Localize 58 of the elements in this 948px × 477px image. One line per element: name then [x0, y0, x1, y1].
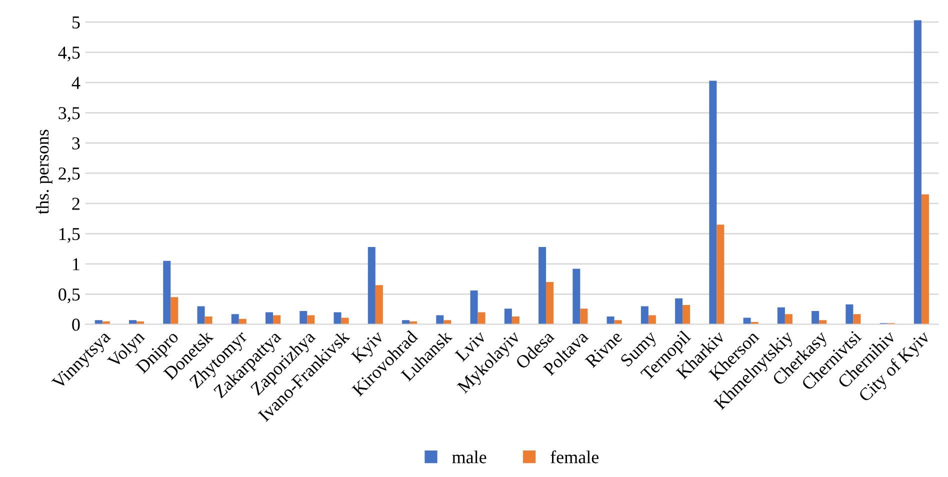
bar: [512, 316, 520, 324]
bar: [238, 318, 246, 324]
y-tick-label: 4: [72, 76, 80, 89]
bar: [478, 312, 486, 324]
bar: [204, 316, 212, 324]
bar: [368, 246, 376, 324]
bar: [812, 311, 820, 324]
bar: [743, 318, 751, 324]
bar: [444, 320, 452, 324]
bar: [648, 315, 656, 324]
bar: [784, 314, 792, 324]
bar: [682, 305, 690, 324]
bar: [300, 311, 308, 324]
bar: [538, 246, 546, 324]
y-tick-label: 1,5: [59, 228, 80, 243]
bar: [470, 290, 478, 324]
bar: [266, 312, 274, 324]
bar: [580, 308, 588, 324]
bar: [94, 320, 102, 324]
bar: [402, 320, 410, 324]
y-tick-label: 2: [72, 198, 80, 210]
y-tick-label: 4,5: [58, 46, 80, 62]
bar: [614, 320, 622, 324]
legend-label: female: [550, 450, 599, 464]
bar: [129, 320, 137, 324]
bar: [197, 306, 205, 324]
bar: [914, 20, 922, 324]
bar: [921, 194, 929, 324]
bar: [375, 285, 383, 324]
bar: [640, 306, 648, 324]
bar: [675, 298, 683, 324]
bar: [273, 315, 281, 324]
bar: [341, 318, 349, 324]
bar: [777, 307, 785, 324]
y-tick-label: 3: [72, 137, 80, 150]
bar: [334, 312, 342, 324]
y-tick-label: 0: [72, 318, 80, 331]
bar: [546, 282, 554, 324]
bar: [170, 297, 178, 324]
bar: [846, 304, 854, 324]
bar: [504, 308, 512, 324]
bar: [163, 260, 171, 324]
y-tick-label: 3,5: [58, 107, 80, 122]
bar: [606, 316, 614, 324]
y-tick-label: 2,5: [58, 168, 80, 182]
bar: [307, 315, 315, 324]
bar: [572, 268, 580, 324]
bar: [819, 320, 827, 324]
bar: [709, 80, 717, 324]
bar: [436, 315, 444, 324]
bar: [716, 224, 724, 324]
legend-label: male: [452, 450, 486, 464]
y-tick-label: 5: [72, 16, 80, 29]
bar: [231, 314, 239, 324]
bar: [853, 314, 861, 324]
y-axis-title: ths. persons: [36, 130, 52, 214]
y-tick-label: 1: [73, 258, 80, 270]
y-tick-label: 0,5: [58, 288, 80, 304]
